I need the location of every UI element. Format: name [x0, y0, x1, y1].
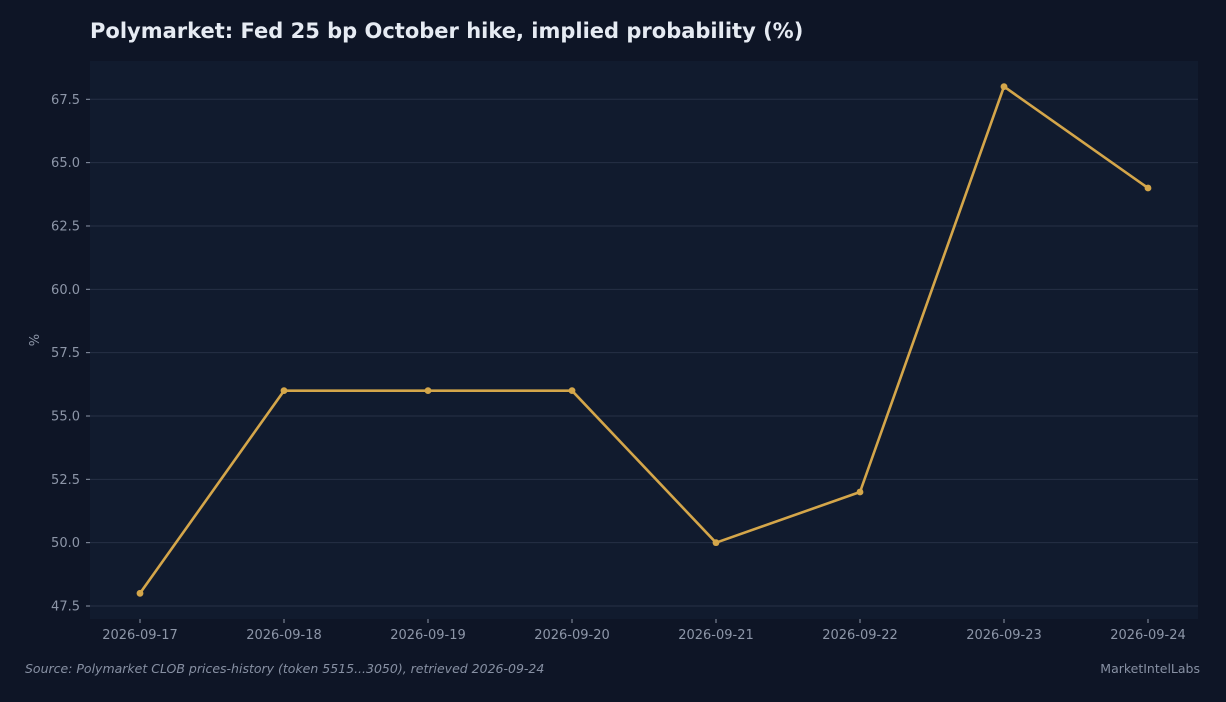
series-line: [138, 85, 1150, 595]
y-axis-label: %: [28, 334, 43, 346]
y-tick-label: 65.0: [51, 156, 80, 171]
x-tick-label: 2026-09-22: [822, 628, 898, 643]
chart-title: Polymarket: Fed 25 bp October hike, impl…: [90, 19, 804, 43]
brand-label: MarketIntelLabs: [1100, 661, 1200, 676]
series-layer: [136, 83, 1152, 597]
x-axis-ticks: 2026-09-17 2026-09-18 2026-09-19 2026-09-20…: [102, 619, 1186, 643]
grid-lines: [90, 98, 1198, 607]
x-tick-label: 2026-09-21: [678, 628, 754, 643]
y-tick-label: 57.5: [51, 346, 80, 361]
y-tick-label: 60.0: [51, 283, 80, 298]
source-note: Source: Polymarket CLOB prices-history (…: [25, 661, 545, 676]
data-point: [280, 387, 288, 395]
x-tick-label: 2026-09-20: [534, 628, 610, 643]
data-point: [712, 539, 720, 547]
y-tick-label: 55.0: [51, 409, 80, 424]
data-point: [856, 488, 864, 496]
data-point: [1000, 83, 1008, 91]
plot-area: [90, 61, 1198, 619]
y-tick-label: 52.5: [51, 473, 80, 488]
data-point: [568, 387, 576, 395]
x-tick-label: 2026-09-19: [390, 628, 466, 643]
y-tick-label: 50.0: [51, 536, 80, 551]
data-point: [1144, 184, 1152, 192]
x-tick-label: 2026-09-18: [246, 628, 322, 643]
y-tick-label: 62.5: [51, 219, 80, 234]
x-tick-label: 2026-09-24: [1110, 628, 1186, 643]
x-tick-label: 2026-09-23: [966, 628, 1042, 643]
y-tick-label: 67.5: [51, 93, 80, 108]
y-axis-ticks: 47.5 50.0 52.5 55.0 57.5 60.0 62.5 65.0 67.5: [51, 93, 90, 615]
data-point: [424, 387, 432, 395]
y-tick-label: 47.5: [51, 600, 80, 615]
data-point: [136, 589, 144, 597]
x-tick-label: 2026-09-17: [102, 628, 178, 643]
